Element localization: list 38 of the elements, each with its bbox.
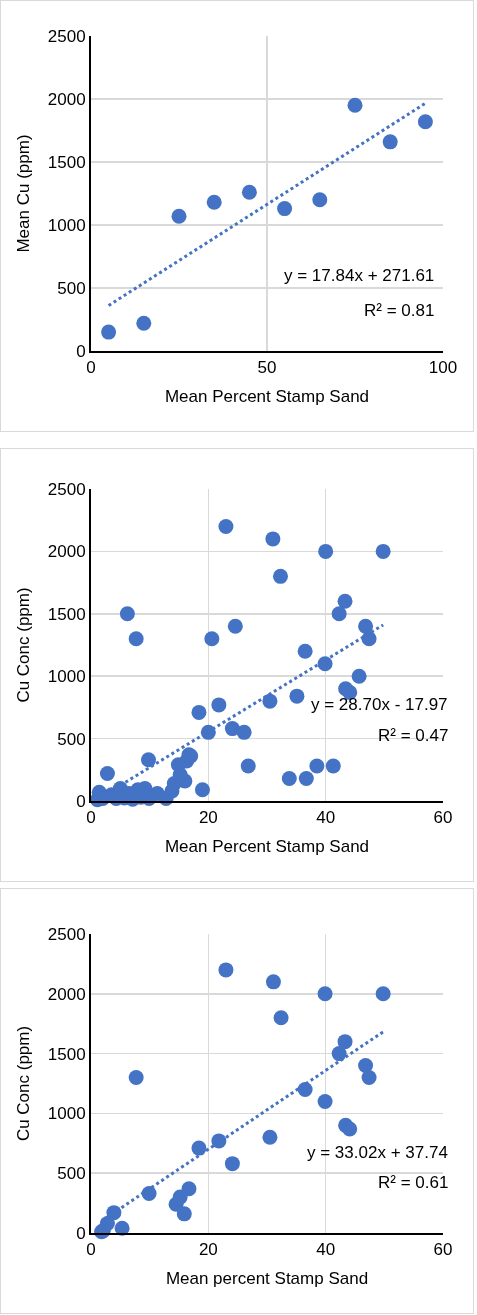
- y-axis-title: Mean Cu (ppm): [13, 134, 33, 253]
- y-tick-label: 1000: [47, 667, 86, 687]
- y-tick-label: 2500: [47, 479, 86, 499]
- x-tick-label: 100: [428, 358, 458, 378]
- annotation: y = 28.70x - 17.97: [311, 695, 448, 714]
- x-tick-label: 20: [198, 808, 218, 828]
- x-tick-label: 20: [198, 1240, 218, 1260]
- annotation: R² = 0.47: [378, 726, 449, 745]
- y-axis-title: Cu Conc (ppm): [13, 1025, 33, 1142]
- x-tick-label: 40: [316, 808, 336, 828]
- y-tick-label: 2500: [47, 924, 86, 944]
- x-tick-label: 60: [433, 1240, 453, 1260]
- annotation: R² = 0.61: [378, 1173, 449, 1192]
- y-tick-label: 500: [57, 729, 86, 749]
- y-tick-label: 500: [57, 278, 86, 298]
- y-tick-label: 0: [76, 1223, 86, 1243]
- y-tick-label: 1000: [47, 215, 86, 235]
- y-tick-label: 1500: [47, 1044, 86, 1064]
- y-tick-label: 2000: [47, 89, 86, 109]
- y-tick-label: 2500: [47, 26, 86, 46]
- x-axis-title: Mean percent Stamp Sand: [165, 1269, 369, 1289]
- annotation: y = 33.02x + 37.74: [307, 1143, 448, 1162]
- y-axis-title: Cu Conc (ppm): [13, 587, 33, 703]
- y-tick-label: 500: [57, 1164, 86, 1184]
- y-tick-label: 0: [76, 791, 86, 811]
- annotation: R² = 0.81: [364, 301, 435, 320]
- x-axis-title: Mean Percent Stamp Sand: [164, 387, 370, 407]
- y-tick-label: 2000: [47, 984, 86, 1004]
- x-tick-label: 40: [316, 1240, 336, 1260]
- y-tick-label: 0: [76, 341, 86, 361]
- x-tick-label: 60: [433, 808, 453, 828]
- y-tick-label: 1500: [47, 152, 86, 172]
- y-tick-label: 1500: [47, 604, 86, 624]
- x-tick-label: 50: [257, 358, 277, 378]
- y-tick-label: 2000: [47, 542, 86, 562]
- y-tick-label: 1000: [47, 1104, 86, 1124]
- x-axis-title: Mean Percent Stamp Sand: [164, 837, 370, 857]
- annotation: y = 17.84x + 271.61: [284, 266, 435, 285]
